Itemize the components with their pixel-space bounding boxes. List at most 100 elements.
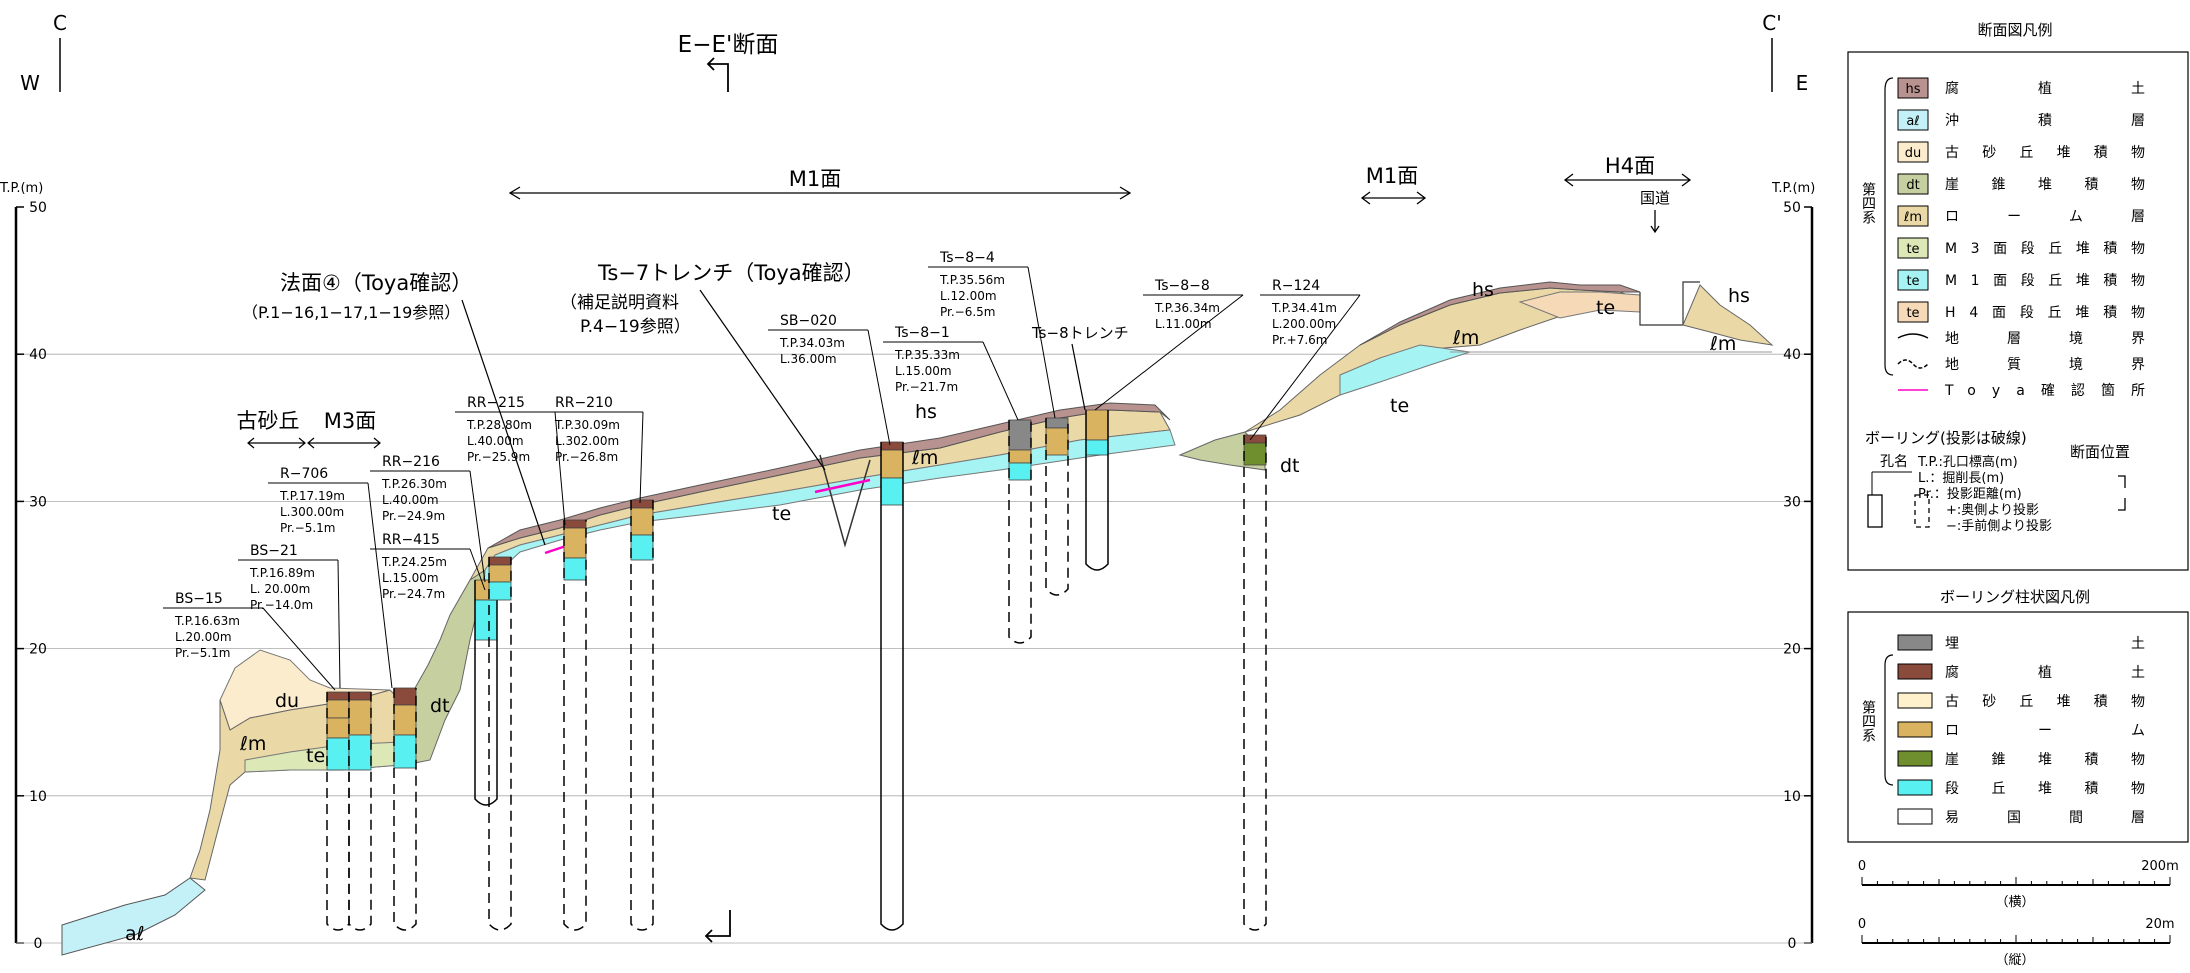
unit-label-te-left: te (306, 745, 325, 767)
column-legend-swatch (1897, 808, 1933, 825)
legend-note: Pr.：投影距離(m) (1918, 486, 2022, 502)
column-legend-swatch (1897, 692, 1933, 709)
direction-east: E (1796, 71, 1809, 95)
borehole-length: L.15.00m (382, 571, 439, 585)
borehole-name: RR−216 (382, 454, 440, 470)
label-m3-surface: M3面 (324, 409, 376, 433)
borehole-label: RR−415 T.P.24.25m L.15.00m Pr.−24.7m (370, 532, 486, 601)
borehole-leader (367, 482, 393, 689)
legend-code: te (1906, 274, 1919, 289)
column-layer (1008, 449, 1032, 464)
borehole-elevation: T.P.28.80m (466, 418, 532, 432)
unit-terrace-m1-right (1339, 344, 1471, 396)
borehole-projection: Pr.+7.6m (1272, 333, 1328, 347)
borehole-projection: Pr.−21.7m (895, 380, 958, 394)
borehole-column (1243, 434, 1267, 931)
borehole-elevation: T.P.26.30m (381, 477, 447, 491)
unit-label-hs-far: hs (1728, 285, 1750, 307)
borehole-column (880, 441, 904, 931)
borehole-length: L.40.00m (467, 434, 524, 448)
borehole-column (1008, 419, 1032, 644)
legend-code: du (1905, 146, 1922, 161)
section-title: E−E'断面 (678, 32, 779, 58)
column-layer (880, 477, 904, 506)
borehole-column (630, 499, 654, 931)
borehole-elevation: T.P.17.19m (279, 489, 345, 503)
unit-label-hs-main: hs (915, 401, 937, 423)
borehole-leader (1027, 266, 1056, 419)
legend-item: te M3面段丘堆積物 (1897, 237, 2145, 259)
axis-label-left: T.P.(m) (0, 181, 43, 196)
borehole-length: L. 20.00m (250, 582, 310, 596)
column-legend-swatch (1897, 721, 1933, 738)
legend-note: −:手前側より投影 (1946, 518, 2052, 534)
borehole-leader (1094, 294, 1244, 411)
tick-label-left: 20 (29, 642, 47, 658)
borehole-projection: Pr.−5.1m (280, 521, 336, 535)
borehole-label: BS−15 T.P.16.63m L.20.00m Pr.−5.1m (163, 591, 336, 691)
borehole-column (326, 691, 350, 931)
column-legend-item: 古砂丘堆積物 (1897, 692, 2145, 710)
column-outline (1008, 420, 1032, 644)
borehole-leader (337, 559, 341, 689)
column-legend-item: 易国間層 (1897, 808, 2145, 826)
legend-item: hs 腐 植 土 (1897, 77, 2145, 99)
column-layer (393, 734, 417, 769)
legend-note: +:奥側より投影 (1946, 502, 2039, 518)
legend-text: M1面段丘堆積物 (1945, 273, 2145, 289)
column-layer (563, 527, 587, 559)
borehole-name: Ts−8−4 (939, 250, 995, 266)
borehole-name: RR−415 (382, 532, 440, 548)
scale-h-max: 200m (2141, 859, 2178, 874)
borehole-label: R−124 T.P.34.41m L.200.00m Pr.+7.6m (1249, 278, 1361, 441)
column-legend-item: 腐 植 土 (1897, 663, 2145, 681)
unit-label-te-right: te (1390, 395, 1409, 417)
column-legend-swatch (1897, 750, 1933, 767)
column-layer (630, 507, 654, 536)
section-end-right: C' (1762, 11, 1781, 35)
borehole-columns (326, 409, 1267, 931)
borehole-length: L.15.00m (895, 364, 952, 378)
borehole-projection: Pr.−6.5m (940, 305, 996, 319)
borehole-name: Ts−8−1 (894, 325, 950, 341)
borehole-elevation: T.P.34.41m (1271, 301, 1337, 315)
borehole-leader (554, 411, 566, 526)
unit-label-du: du (275, 690, 299, 712)
column-legend-text: 崖錐堆積物 (1945, 752, 2145, 768)
legend-system-label: 第四系 (1860, 181, 1876, 224)
borehole-elevation: T.P.30.09m (554, 418, 620, 432)
borehole-label: Ts−8−8 T.P.36.34m L.11.00m (1094, 278, 1244, 411)
borehole-projection: Pr.−25.9m (467, 450, 530, 464)
unit-label-al: aℓ (125, 923, 145, 945)
scale-h-zero: 0 (1858, 859, 1866, 874)
legend-hole-dashed (1914, 494, 1930, 528)
column-layer (348, 699, 372, 736)
callout-trench-title: Ts−7トレンチ（Toya確認） (597, 261, 865, 285)
column-legend-swatch (1897, 663, 1933, 680)
legend-swatch (1897, 141, 1929, 163)
borehole-name: Ts−8−8 (1154, 278, 1210, 294)
unit-label-lm-main: ℓm (911, 447, 938, 469)
legend-code: aℓ (1906, 114, 1919, 129)
borehole-length: L.11.00m (1155, 317, 1212, 331)
borehole-projection: Pr.−24.9m (382, 509, 445, 523)
legend-code: dt (1906, 178, 1919, 193)
legend-text: M3面段丘堆積物 (1945, 241, 2145, 257)
borehole-name: R−124 (1272, 278, 1320, 294)
tick-label-right: 40 (1783, 347, 1801, 363)
borehole-label: RR−210 T.P.30.09m L.302.00m Pr.−26.8m (543, 395, 644, 504)
legend-swatch (1897, 77, 1929, 99)
borehole-leader (867, 329, 891, 446)
column-outline (474, 580, 498, 806)
borehole-name: BS−21 (250, 543, 298, 559)
column-layer (630, 534, 654, 561)
borehole-name: R−706 (280, 466, 328, 482)
borehole-leader (262, 607, 336, 691)
legend-line-sample (1897, 359, 1929, 369)
legend-code: hs (1905, 82, 1920, 97)
unit-label-lm-left: ℓm (239, 733, 266, 755)
tick-label-right: 0 (1788, 936, 1797, 952)
legend-frame (1847, 51, 2189, 571)
direction-west: W (20, 71, 40, 95)
legend-note: T.P.:孔口標高(m) (1917, 454, 2018, 470)
